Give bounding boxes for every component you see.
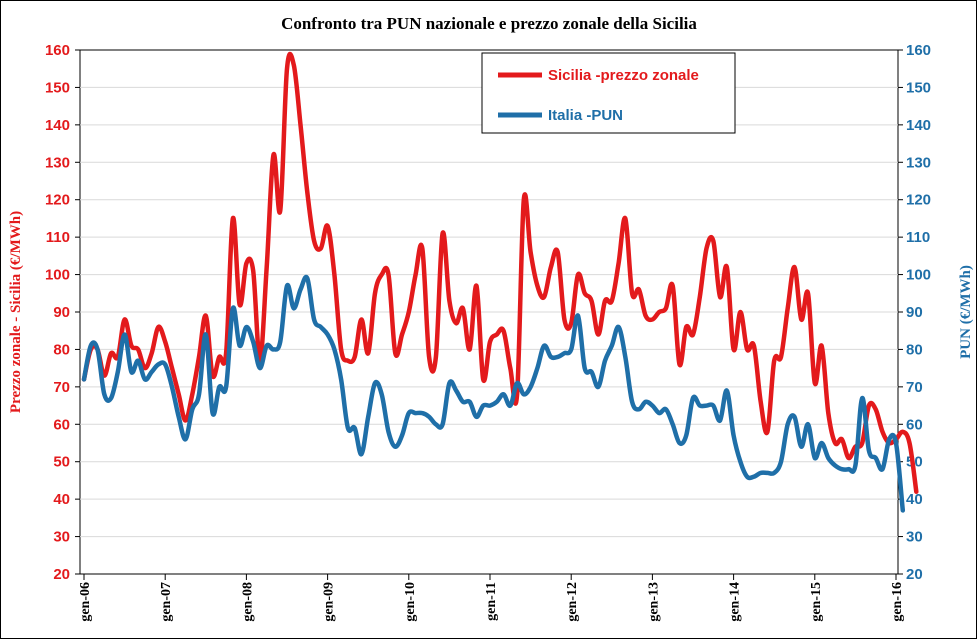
y-tick-label-right: 140 [906,117,931,134]
y-tick-label-right: 150 [906,79,931,96]
y-tick-label-left: 90 [53,304,70,321]
x-tick-label: gen-12 [565,582,580,622]
y-tick-label-left: 120 [45,192,70,209]
y-tick-label-left: 20 [53,566,70,583]
y-tick-label-right: 160 [906,42,931,59]
y-tick-label-left: 140 [45,117,70,134]
x-axis: gen-06 gen-07 gen-08 gen-09 gen-10 gen-11 gen-… [78,574,905,622]
legend-entry-italia: Italia -PUN [548,107,623,124]
legend: Sicilia -prezzo zonale Italia -PUN [481,52,736,134]
y-tick-label-left: 60 [53,416,70,433]
x-tick-label: gen-13 [646,582,661,622]
y-tick-label-left: 150 [45,79,70,96]
y-tick-label-right: 40 [906,491,923,508]
x-tick-label: gen-11 [484,582,499,621]
y-tick-label-left: 110 [46,229,70,246]
x-tick-label: gen-07 [159,582,174,622]
y-tick-label-left: 130 [45,154,70,171]
y-tick-label-left: 80 [53,341,70,358]
y-tick-label-left: 160 [45,42,70,59]
chart-title: Confronto tra PUN nazionale e prezzo zon… [281,14,697,33]
y-tick-label-right: 100 [906,267,931,284]
y-tick-label-left: 50 [53,454,70,471]
y-tick-label-left: 30 [53,529,70,546]
x-tick-label: gen-15 [809,582,824,622]
legend-box [481,52,736,134]
y-tick-label-right: 30 [906,529,923,546]
y-tick-label-left: 40 [53,491,70,508]
y-tick-label-right: 130 [906,154,931,171]
series-lines [81,51,919,513]
legend-entry-sicilia: Sicilia -prezzo zonale [548,67,699,84]
x-tick-label: gen-09 [322,582,337,622]
series-line-sicilia [81,51,919,494]
x-tick-label: gen-08 [240,582,255,622]
x-tick-label: gen-10 [403,582,418,622]
y-tick-label-right: 20 [906,566,923,583]
left-axis: 20 30 40 50 60 70 80 90 100 110 120 130 140 150 160 [45,42,80,583]
x-tick-label: gen-16 [890,582,905,622]
y-tick-label-right: 70 [906,379,923,396]
y-tick-label-right: 110 [906,229,930,246]
x-tick-label: gen-06 [78,582,93,622]
y-tick-label-left: 70 [53,379,70,396]
y-tick-label-right: 80 [906,341,923,358]
y-axis-label-left: Prezzo zonale - Sicilia (€/MWh) [8,211,24,413]
y-tick-label-right: 60 [906,416,923,433]
series-line-italia [81,274,906,513]
y-tick-label-right: 90 [906,304,923,321]
x-tick-label: gen-14 [728,582,743,622]
y-tick-label-left: 100 [45,267,70,284]
gridlines [80,86,898,538]
y-tick-label-right: 120 [906,192,931,209]
y-axis-label-right: PUN (€/MWh) [958,265,974,359]
